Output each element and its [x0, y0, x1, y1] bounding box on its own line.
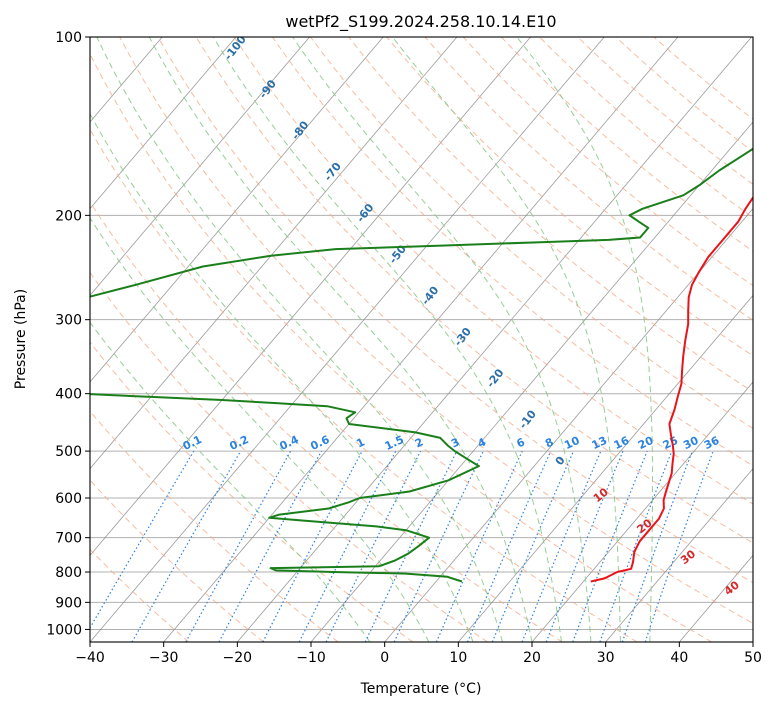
dry-adiabat-line: [90, 52, 712, 642]
dry-adiabat-line: [615, 37, 753, 153]
y-tick-label: 900: [55, 595, 82, 611]
x-tick-label: 10: [449, 650, 467, 666]
y-tick-label: 200: [55, 208, 82, 224]
dewpoint-profile-line: [90, 147, 753, 583]
mixing-ratio-label: 30: [681, 434, 701, 452]
y-tick-label: 800: [55, 565, 82, 581]
mixing-ratio-label: 25: [661, 434, 680, 452]
x-tick-label: 50: [744, 650, 762, 666]
y-tick-label: 600: [55, 491, 82, 507]
mixing-ratio-line: [644, 450, 714, 642]
plot-frame: [89, 36, 754, 643]
dry-adiabat-line: [310, 37, 753, 429]
y-tick-label: 500: [55, 444, 82, 460]
dry-adiabat-line: [386, 37, 753, 357]
x-tick-label: −40: [75, 650, 105, 666]
dry-adiabat-line: [90, 341, 414, 642]
moist-adiabat-line: [90, 321, 371, 642]
moist-adiabat-line: [148, 37, 533, 642]
mixing-ratio-line: [325, 450, 422, 642]
isotherm-line: [605, 468, 753, 642]
moist-adiabat-line: [96, 37, 503, 642]
y-tick-label: 300: [55, 313, 82, 329]
dry-adiabat-line: [500, 37, 753, 252]
plot-area: 0.1 0.2 0.4 0.6 1 1.5 2 3 4 6 8 10 13 16 20 25 30 36-100-…: [90, 37, 753, 642]
isotherm-line: [384, 208, 753, 642]
dry-adiabat-line: [348, 37, 753, 393]
dry-adiabat-line: [157, 37, 753, 584]
isotherm-line: [90, 37, 605, 642]
x-tick-label: −20: [223, 650, 253, 666]
x-tick-label: 40: [670, 650, 688, 666]
moist-adiabat-line: [392, 37, 621, 642]
mixing-ratio-label: 20: [636, 434, 656, 452]
temperature-profile-line: [590, 195, 753, 583]
isotherm-line: [90, 37, 531, 556]
dry-adiabat-line: [271, 37, 753, 467]
x-tick-label: −30: [149, 650, 179, 666]
dry-adiabat-line: [424, 37, 753, 321]
y-tick-label: 100: [55, 30, 82, 46]
x-tick-label: 0: [380, 650, 389, 666]
isotherm-line: [163, 37, 679, 642]
mixing-ratio-label: 13: [590, 434, 609, 452]
dry-adiabat-line: [233, 37, 753, 505]
x-tick-label: −10: [296, 650, 326, 666]
mixing-ratio-line: [466, 450, 552, 642]
dry-adiabat-line: [462, 37, 753, 287]
mixing-ratio-label: 10: [562, 434, 582, 452]
mixing-ratio-label: 16: [612, 434, 632, 452]
moist-adiabat-line: [212, 37, 562, 642]
isotherm-line: [90, 37, 458, 470]
mixing-ratio-line: [90, 450, 195, 629]
moist-adiabat-line: [292, 37, 592, 642]
mixing-ratio-label: 36: [702, 434, 722, 452]
x-tick-label: 20: [523, 650, 541, 666]
mixing-ratio-line: [491, 450, 575, 642]
mixing-ratio-line: [218, 450, 323, 642]
isotherm-line: [237, 37, 752, 642]
dry-adiabat-line: [90, 128, 638, 642]
dry-adiabat-line: [195, 37, 753, 544]
moist-adiabat-line: [90, 112, 474, 642]
dry-adiabat-line: [90, 479, 264, 642]
mixing-ratio-line: [435, 450, 523, 642]
y-tick-label: 700: [55, 531, 82, 547]
moist-adiabat-line: [90, 217, 430, 642]
isotherm-line: [90, 37, 384, 383]
isotherm-line: [531, 381, 753, 642]
x-tick-label: 30: [597, 650, 615, 666]
mixing-ratio-line: [185, 450, 292, 642]
mixing-ratio-line: [393, 450, 484, 642]
mixing-ratio-line: [621, 450, 693, 642]
mixing-ratio-line: [131, 450, 242, 642]
isotherm-line: [90, 37, 237, 210]
moist-adiabat-line: [516, 37, 653, 642]
y-tick-label: 1000: [46, 622, 82, 638]
dry-adiabat-line: [119, 37, 753, 625]
y-axis-label: Pressure (hPa): [13, 289, 29, 389]
chart-title: wetPf2_S199.2024.258.10.14.E10: [285, 12, 556, 32]
axes: −40 −30 −20 −10 0 10 20 30 40 50 100 200 300 400 500 60…: [46, 30, 762, 666]
x-axis-label: Temperature (°C): [360, 681, 482, 697]
isotherm-line: [90, 37, 310, 296]
y-tick-label: 400: [55, 387, 82, 403]
